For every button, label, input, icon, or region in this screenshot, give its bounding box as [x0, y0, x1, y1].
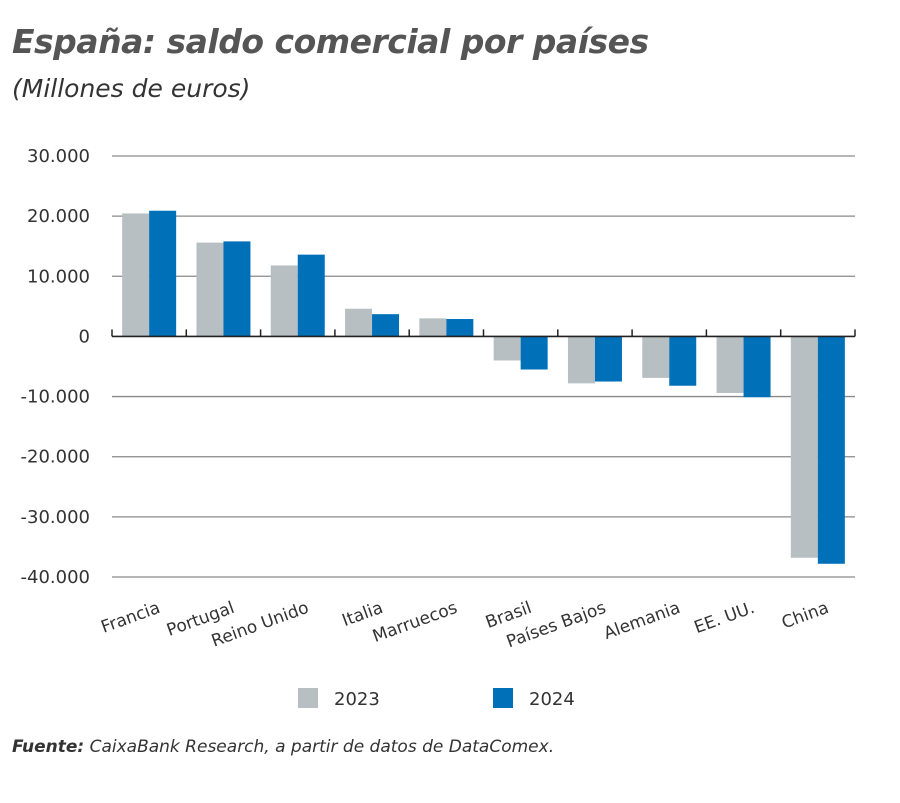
bar-2023	[493, 336, 521, 361]
y-tick-label: 10.000	[27, 266, 90, 287]
legend-label: 2023	[334, 689, 380, 710]
chart-title: España: saldo comercial por países	[12, 22, 649, 61]
bar-2024	[297, 254, 325, 337]
bar-2023	[270, 265, 298, 337]
x-category-label: Marruecos	[370, 598, 460, 647]
bar-2024	[594, 336, 622, 382]
bar-2023	[419, 318, 447, 337]
bar-2024	[817, 336, 845, 564]
y-tick-label: -10.000	[21, 387, 90, 408]
legend-label: 2024	[529, 689, 575, 710]
legend-swatch-2023	[298, 688, 318, 708]
chart-subtitle: (Millones de euros)	[12, 74, 251, 103]
bar-2024	[743, 336, 771, 398]
bar-2024	[446, 318, 474, 337]
bar-2023	[642, 336, 670, 378]
bar-2024	[520, 336, 548, 370]
bar-2024	[372, 314, 400, 337]
source-note: Fuente: CaixaBank Research, a partir de …	[12, 737, 554, 757]
bar-2024	[149, 210, 177, 337]
x-category-label: China	[779, 598, 831, 633]
bar-2023	[345, 308, 373, 337]
bar-2023	[567, 336, 595, 384]
y-tick-label: 0	[79, 326, 90, 347]
bar-2024	[223, 241, 251, 337]
source-label: Fuente:	[12, 737, 85, 757]
bar-chart: 30.000 20.000 10.000 0 -10.000 -20.000 -30.000…	[21, 146, 856, 710]
y-tick-label: -20.000	[21, 447, 90, 468]
x-category-label: Alemania	[601, 598, 683, 644]
bar-2023	[716, 336, 744, 393]
y-tick-label: -40.000	[21, 567, 90, 588]
legend-swatch-2024	[493, 688, 513, 708]
source-text: CaixaBank Research, a partir de datos de…	[84, 737, 555, 757]
y-tick-label: -30.000	[21, 507, 90, 528]
bar-2023	[196, 242, 224, 337]
bar-2024	[669, 336, 697, 386]
x-category-label: Francia	[98, 598, 162, 638]
bar-2023	[790, 336, 818, 558]
y-tick-label: 30.000	[27, 146, 90, 167]
bar-2023	[122, 213, 150, 337]
x-category-label: EE. UU.	[692, 598, 758, 638]
y-tick-label: 20.000	[27, 206, 90, 227]
